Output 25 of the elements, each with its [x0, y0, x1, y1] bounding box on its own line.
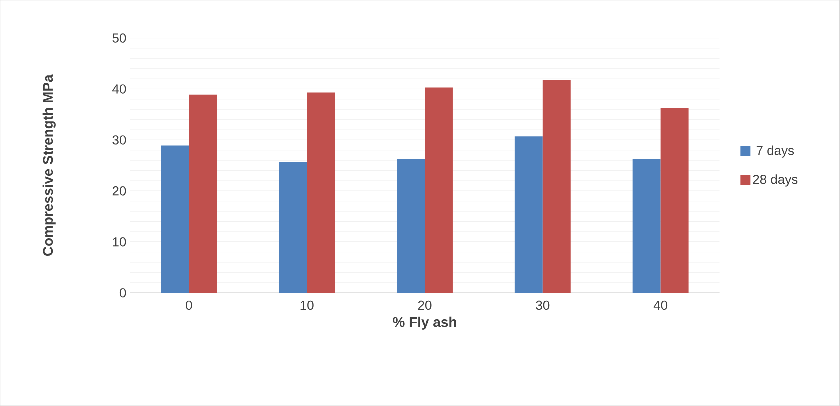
bar — [189, 94, 218, 293]
bar — [514, 136, 543, 293]
bar — [425, 88, 453, 293]
bar — [397, 158, 425, 293]
bar — [542, 80, 571, 293]
y-axis-title: Compressive Strength MPa — [42, 74, 56, 256]
legend-label: 28 days — [753, 174, 798, 187]
x-tick-label: 30 — [536, 300, 550, 310]
y-tick-label: 0 — [120, 288, 126, 298]
y-tick-label: 40 — [112, 84, 126, 94]
y-tick-label: 50 — [112, 34, 126, 43]
legend-label: 7 days — [756, 146, 794, 158]
y-tick-label: 20 — [112, 186, 126, 196]
bar — [161, 146, 190, 293]
x-tick-label: 20 — [418, 300, 432, 310]
y-tick-label: 10 — [113, 237, 126, 247]
bar — [279, 162, 308, 293]
bar — [307, 92, 336, 293]
x-axis-title: % Fly ash — [393, 316, 456, 330]
y-tick-label: 30 — [112, 135, 126, 145]
x-tick-label: 10 — [300, 300, 314, 310]
x-tick-label: 0 — [186, 300, 192, 310]
bar — [632, 158, 661, 293]
x-tick-label: 40 — [654, 300, 668, 310]
bar — [660, 108, 689, 293]
